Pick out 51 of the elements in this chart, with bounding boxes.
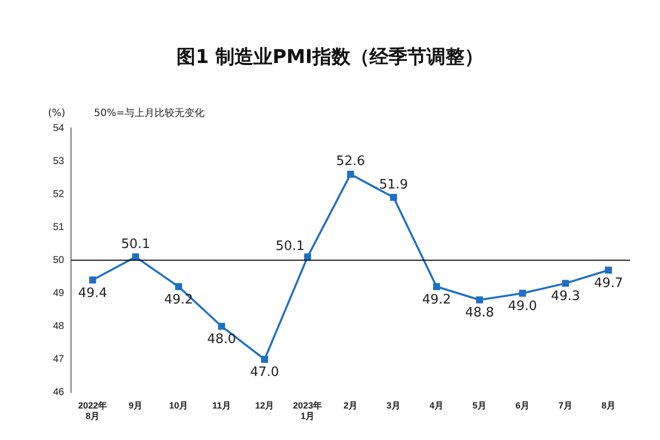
text: 48.0 xyxy=(207,332,236,348)
x-tick-label: 7月 xyxy=(558,400,573,410)
text: 50%=与上月比较无变化 xyxy=(94,106,205,120)
y-tick-label: 53 xyxy=(53,156,65,167)
x-tick-label: 12月 xyxy=(255,400,274,410)
y-tick-label: 46 xyxy=(53,387,65,398)
point xyxy=(89,276,96,284)
x-tick-label: 3月 xyxy=(386,400,401,410)
point xyxy=(562,280,569,287)
text: 50.1 xyxy=(121,236,150,252)
x-tick-label: 10月 xyxy=(169,400,188,410)
x-tick-label: 2022年 8月 xyxy=(78,400,108,422)
x-tick-label: 4月 xyxy=(430,400,444,410)
y-tick-label: 48 xyxy=(53,321,65,332)
text: 49.4 xyxy=(78,286,108,301)
text: 49.2 xyxy=(164,292,194,308)
y-tick-label: 51 xyxy=(53,222,65,233)
point xyxy=(605,266,612,274)
point xyxy=(390,194,398,201)
text: 48.8 xyxy=(465,306,494,321)
point xyxy=(132,253,140,260)
y-tick-label: 52 xyxy=(53,188,65,200)
x-tick-label: 9月 xyxy=(128,400,143,410)
text: 49.2 xyxy=(422,292,452,308)
x-tick-label: 11月 xyxy=(212,400,231,410)
x-tick-label: 5月 xyxy=(472,400,487,410)
text: 49.7 xyxy=(594,276,623,291)
y-tick-label: 50 xyxy=(53,254,65,266)
x-tick-label: 6月 xyxy=(516,400,530,410)
point xyxy=(261,356,268,363)
text: 52.6 xyxy=(336,154,366,170)
point xyxy=(218,322,226,330)
point xyxy=(175,283,182,290)
text: 47.0 xyxy=(250,365,280,380)
text: 51.9 xyxy=(379,177,408,192)
y-tick-label: 54 xyxy=(53,122,65,134)
y-tick-label: 49 xyxy=(53,288,65,299)
y-axis-title: (%) xyxy=(48,108,66,119)
chart-title: 图1 制造业PMI指数（经季节调整） xyxy=(176,45,484,70)
text: 50.1 xyxy=(276,238,305,254)
x-tick-label: 2月 xyxy=(344,400,358,410)
text: 49.0 xyxy=(508,299,537,314)
point xyxy=(433,283,440,290)
y-tick-label: 47 xyxy=(53,354,65,366)
text: 49.3 xyxy=(551,289,580,304)
point xyxy=(347,170,354,178)
point xyxy=(476,296,484,304)
x-tick-label: 2023年 1月 xyxy=(293,400,322,422)
x-tick-label: 8月 xyxy=(601,400,616,410)
point xyxy=(304,253,312,260)
point xyxy=(519,290,526,297)
